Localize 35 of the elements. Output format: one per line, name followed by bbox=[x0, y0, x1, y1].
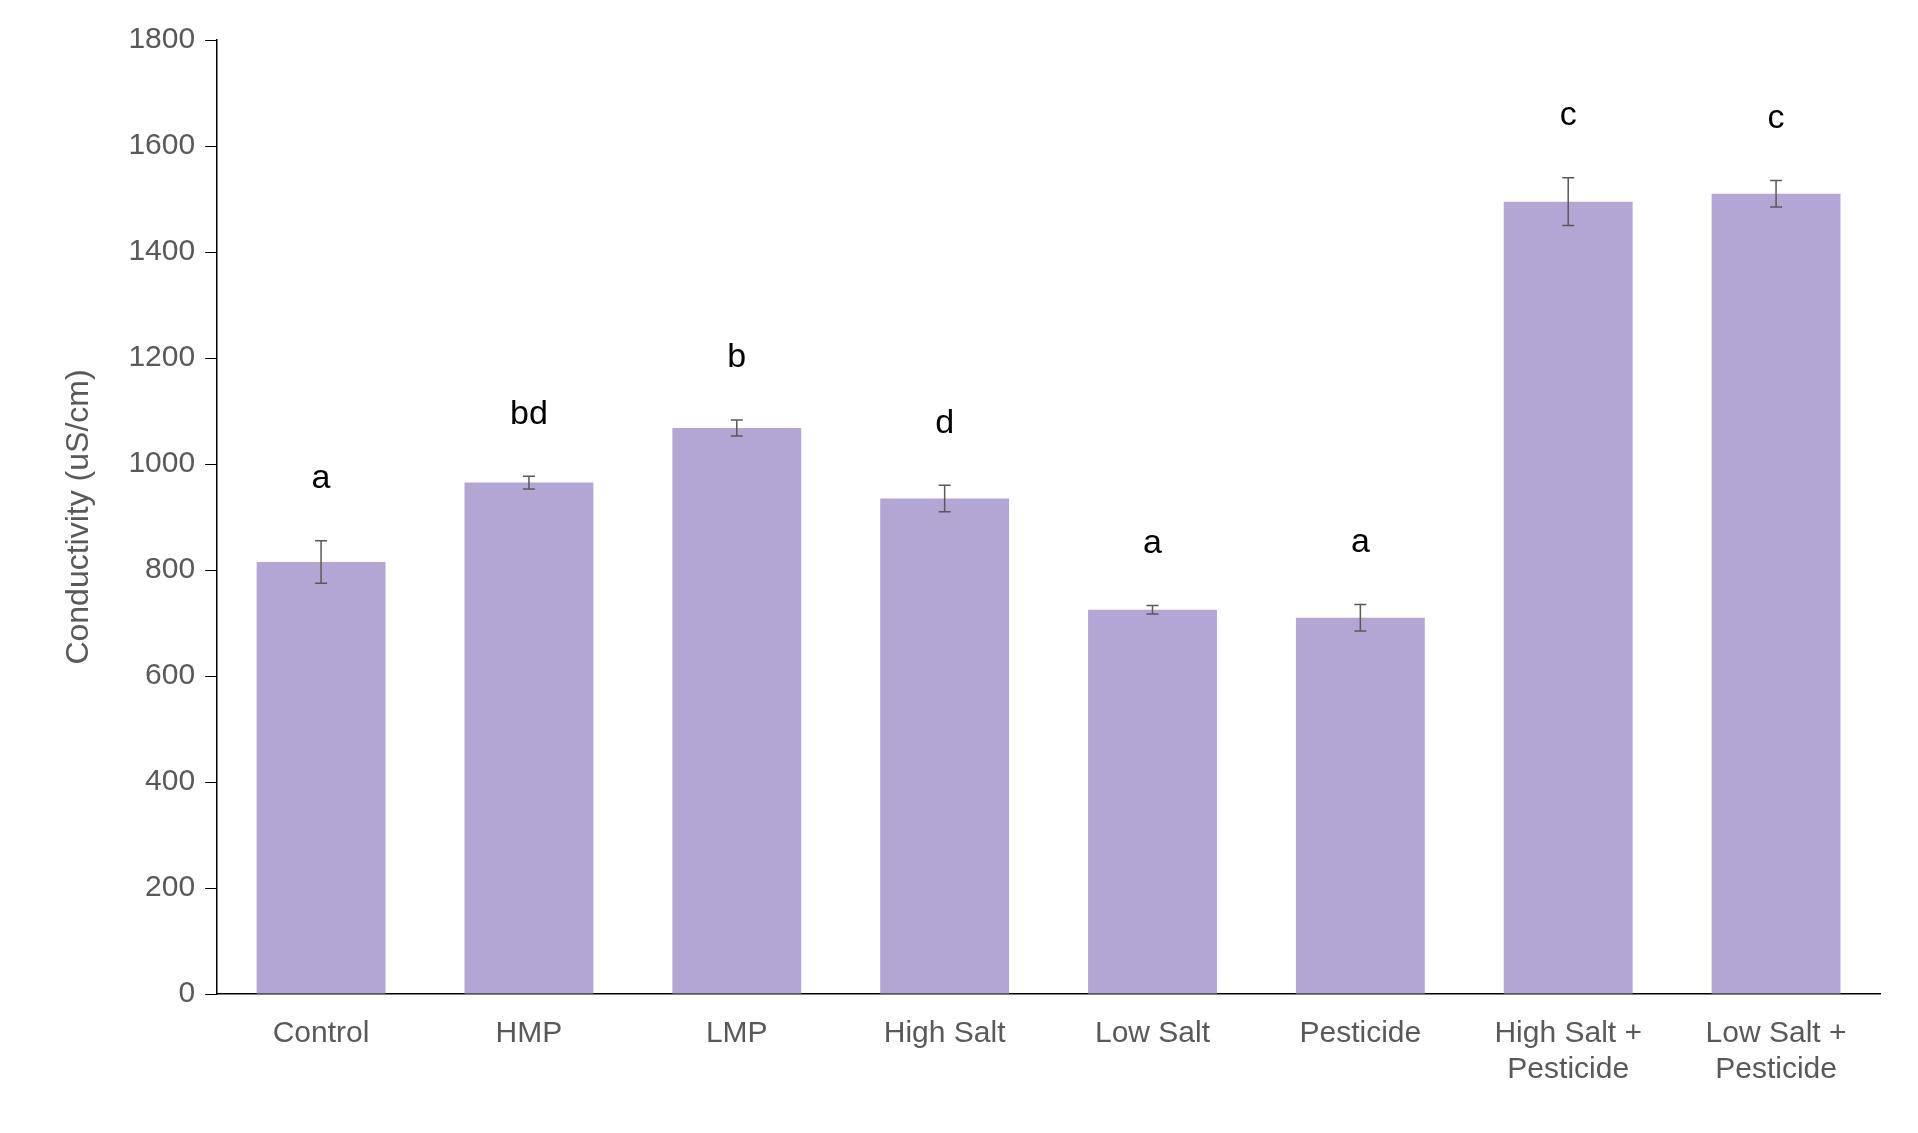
bar bbox=[256, 562, 386, 994]
x-tick-label: High Salt + Pesticide bbox=[1494, 1015, 1643, 1085]
y-axis-title: Conductivity (uS/cm) bbox=[59, 369, 96, 665]
x-tick-label: Low Salt + Pesticide bbox=[1705, 1015, 1847, 1085]
data-label: d bbox=[935, 401, 955, 440]
bar bbox=[1711, 193, 1841, 994]
y-tick-label: 400 bbox=[145, 763, 196, 797]
y-tick-label: 1200 bbox=[128, 339, 196, 373]
x-tick-label: Control bbox=[272, 1015, 370, 1049]
data-label: a bbox=[311, 457, 331, 496]
y-tick-label: 0 bbox=[178, 975, 196, 1009]
bar bbox=[1503, 201, 1633, 994]
x-tick-label: HMP bbox=[495, 1015, 563, 1049]
y-tick-label: 1400 bbox=[128, 233, 196, 267]
y-tick-label: 800 bbox=[145, 551, 196, 585]
y-tick-label: 1800 bbox=[128, 21, 196, 55]
y-tick-label: 200 bbox=[145, 869, 196, 903]
data-label: a bbox=[1350, 520, 1370, 559]
y-tick-label: 1600 bbox=[128, 127, 196, 161]
data-label: c bbox=[1559, 94, 1577, 133]
bar bbox=[880, 498, 1010, 994]
data-label: b bbox=[727, 336, 747, 375]
data-label: c bbox=[1767, 96, 1785, 135]
x-tick-label: High Salt bbox=[883, 1015, 1007, 1049]
y-tick-label: 1000 bbox=[128, 445, 196, 479]
bar bbox=[1088, 609, 1217, 994]
y-tick-label: 600 bbox=[145, 657, 196, 691]
data-label: a bbox=[1143, 521, 1163, 560]
bar bbox=[672, 427, 802, 994]
bar bbox=[1295, 617, 1425, 994]
x-tick-label: Pesticide bbox=[1299, 1015, 1422, 1049]
data-label: bd bbox=[510, 392, 548, 431]
x-tick-label: LMP bbox=[705, 1015, 768, 1049]
bar bbox=[464, 482, 594, 994]
x-tick-label: Low Salt bbox=[1094, 1015, 1211, 1049]
